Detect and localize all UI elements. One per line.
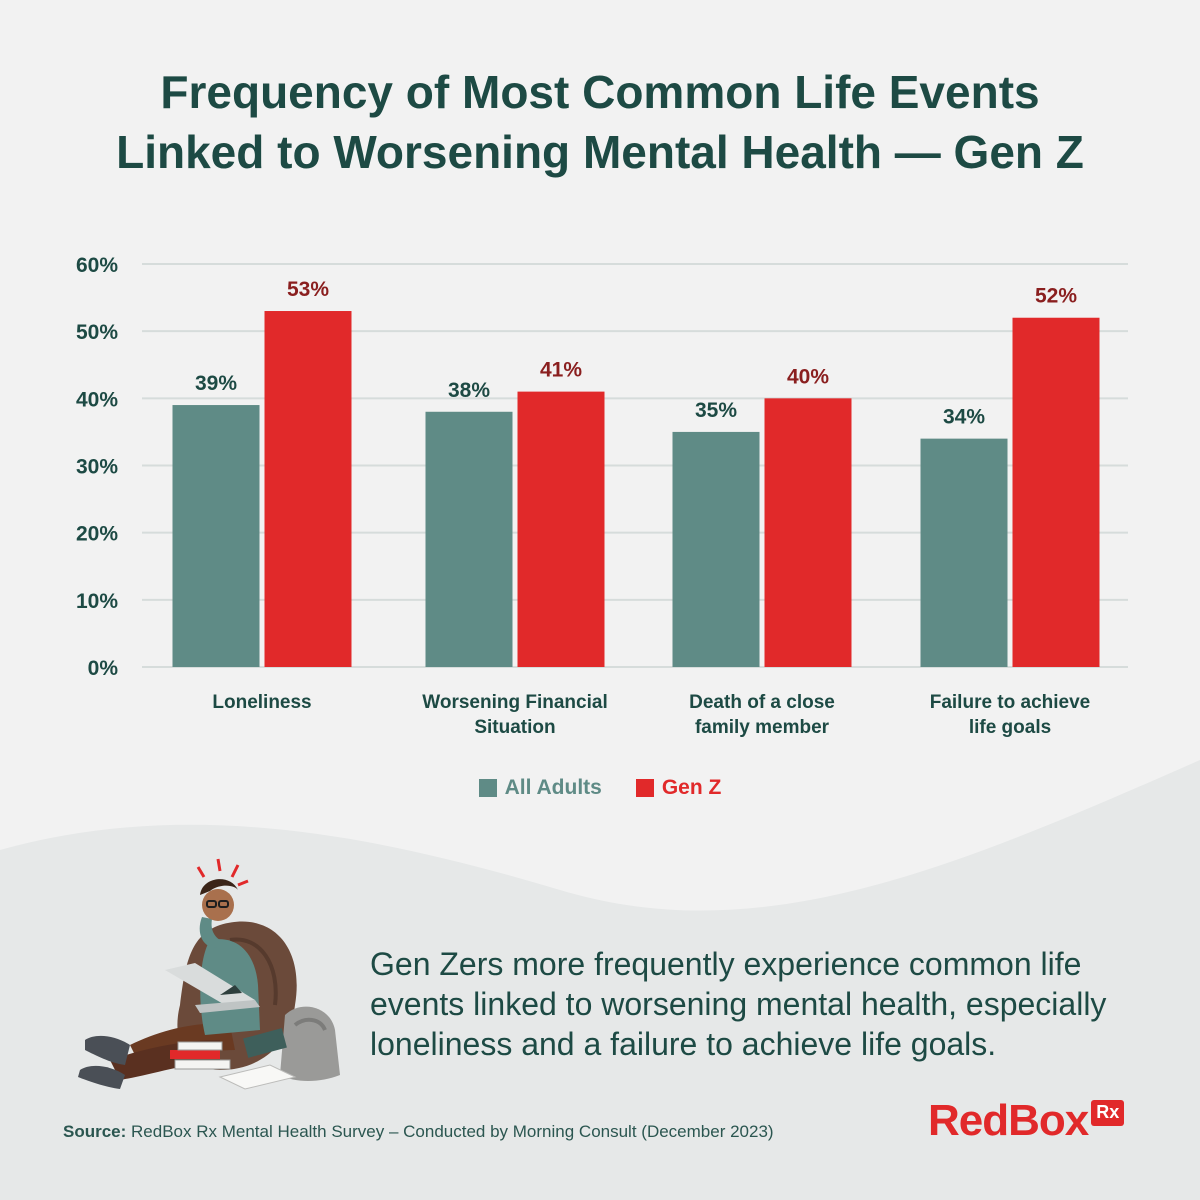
y-tick-label: 0% (88, 657, 119, 680)
y-tick-label: 30% (76, 456, 118, 479)
logo-rx-badge: Rx (1091, 1100, 1125, 1126)
data-labels: 39% 53% 38% 41% 35% 40% 34% 52% (195, 278, 1077, 429)
x-tick-label: Situation (474, 717, 555, 738)
x-tick-label: Failure to achieve (930, 692, 1091, 713)
legend-swatch-gen-z (635, 779, 654, 797)
x-axis-labels: Loneliness Worsening Financial Situation De… (212, 692, 1090, 738)
legend-label-gen-z: Gen Z (661, 776, 722, 799)
bar-all-adults (425, 411, 513, 667)
x-tick-label: Death of a close (689, 692, 835, 713)
bar-chart: 0%10%20%30%40%50%60% 39%53%38%41%35%40%3… (76, 254, 1128, 738)
data-label-all-adults: 34% (943, 406, 985, 429)
y-tick-label: 20% (76, 523, 118, 546)
data-label-gen-z: 40% (787, 365, 829, 388)
x-tick-label: Loneliness (212, 692, 311, 713)
bar-gen-z (264, 311, 352, 667)
y-tick-label: 50% (76, 321, 118, 344)
source-note: Source: RedBox Rx Mental Health Survey –… (63, 1122, 774, 1142)
chart-legend: All Adults Gen Z (0, 776, 1200, 800)
bar-gen-z (517, 391, 605, 667)
data-label-gen-z: 52% (1035, 285, 1077, 308)
data-label-gen-z: 41% (540, 359, 582, 382)
x-tick-label: family member (695, 717, 830, 738)
chart-title-line-2: Linked to Worsening Mental Health — Gen … (116, 126, 1084, 178)
x-tick-label: life goals (969, 717, 1051, 738)
data-label-gen-z: 53% (287, 278, 329, 301)
y-axis-ticks: 0% 10% 20% 30% 40% 50% 60% (76, 254, 118, 680)
background-wave (0, 760, 1200, 1200)
source-label: Source: (63, 1122, 127, 1141)
x-tick-label: Worsening Financial (422, 692, 607, 713)
bar-all-adults (672, 431, 760, 667)
chart-title-line-1: Frequency of Most Common Life Events (160, 66, 1040, 118)
bar-all-adults (920, 438, 1008, 667)
logo-wordmark: RedBox (928, 1096, 1089, 1145)
bars (172, 311, 1100, 667)
summary-caption: Gen Zers more frequently experience comm… (370, 946, 1107, 1062)
data-label-all-adults: 35% (695, 399, 737, 422)
y-tick-label: 10% (76, 590, 118, 613)
legend-item-gen-z: Gen Z (635, 776, 722, 800)
y-tick-label: 40% (76, 388, 118, 411)
legend-label-all-adults: All Adults (504, 776, 602, 799)
y-tick-label: 60% (76, 254, 118, 277)
source-text: RedBox Rx Mental Health Survey – Conduct… (126, 1122, 774, 1141)
legend-swatch-all-adults (478, 779, 497, 797)
redbox-rx-logo: RedBox Rx (928, 1096, 1125, 1146)
bar-all-adults (172, 405, 260, 667)
stressed-student-illustration (78, 858, 340, 1090)
bar-gen-z (764, 398, 852, 667)
data-label-all-adults: 39% (195, 372, 237, 395)
chart-title: Frequency of Most Common Life Events Lin… (0, 62, 1200, 182)
bar-gen-z (1012, 317, 1100, 667)
data-label-all-adults: 38% (448, 379, 490, 402)
legend-item-all-adults: All Adults (478, 776, 602, 800)
